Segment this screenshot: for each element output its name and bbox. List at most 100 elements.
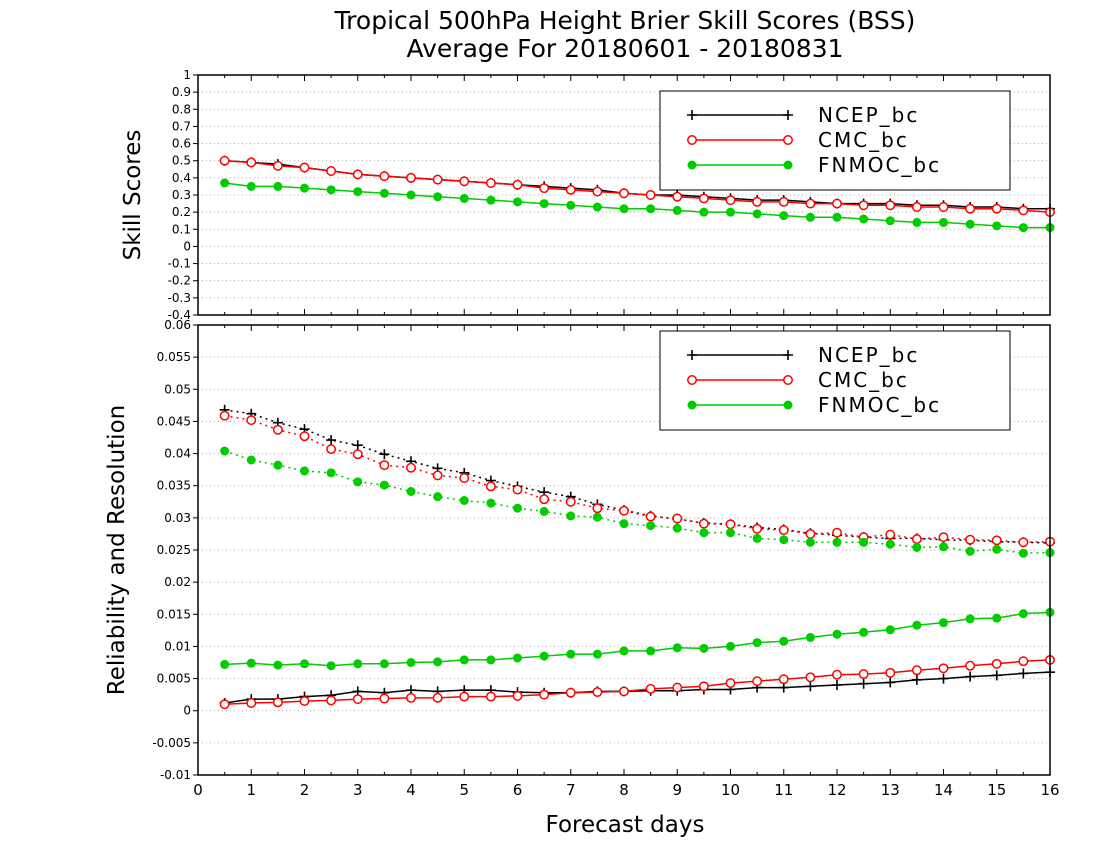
y-tick-label: 0.06	[164, 318, 191, 332]
data-point	[885, 677, 896, 688]
data-point	[300, 659, 309, 669]
bot-plot-frame	[197, 324, 1051, 776]
data-point	[646, 646, 656, 656]
y-tick-label: 0.7	[172, 119, 191, 133]
data-point	[326, 468, 336, 478]
y-tick-label: 0.045	[157, 414, 191, 428]
y-tick-label: -0.01	[160, 768, 191, 782]
data-point	[832, 198, 842, 209]
data-point	[1018, 205, 1029, 216]
y-tick-label: 0.2	[172, 205, 191, 219]
data-point	[326, 444, 337, 455]
data-point	[805, 632, 815, 642]
y-tick-label: 0.5	[172, 154, 191, 168]
data-point	[832, 680, 842, 690]
data-point	[246, 698, 257, 708]
data-point	[1018, 668, 1029, 679]
data-point	[832, 629, 842, 639]
data-point	[539, 689, 550, 700]
data-point	[406, 487, 416, 496]
legend-marker	[687, 350, 697, 360]
data-point	[779, 636, 789, 646]
data-point	[859, 627, 869, 637]
legend-label: CMC_bc	[818, 368, 909, 392]
data-point	[352, 694, 363, 705]
legend-marker	[687, 400, 697, 410]
data-point	[619, 519, 629, 529]
data-point	[938, 532, 949, 543]
data-point	[726, 641, 735, 651]
data-point	[752, 638, 762, 648]
data-point	[379, 693, 390, 704]
y-tick-label: 0.005	[157, 672, 191, 686]
data-point	[353, 187, 363, 197]
data-point	[459, 176, 470, 187]
series-fnmoc-bc	[220, 178, 1055, 233]
data-point	[911, 534, 922, 545]
data-point	[486, 498, 496, 508]
data-point	[246, 415, 257, 426]
data-point	[592, 186, 603, 197]
data-point	[938, 663, 949, 674]
data-point	[272, 697, 283, 708]
data-point	[406, 658, 416, 667]
data-point	[699, 207, 709, 217]
data-point	[406, 692, 416, 703]
data-point	[220, 659, 230, 669]
x-tick-label: 7	[566, 781, 576, 799]
data-point	[885, 216, 895, 226]
y-tick-label: -0.005	[152, 736, 191, 750]
data-point	[326, 185, 336, 195]
x-tick-label: 10	[721, 781, 740, 799]
reliability-resolution-panel: -0.01 -0.005 0 0.005 0.01 0.015 0.02 0.025 0.03 0…	[104, 318, 1060, 838]
data-point	[938, 202, 949, 212]
legend-item: NCEP_bc	[687, 343, 917, 367]
data-point	[299, 431, 310, 442]
data-point	[752, 523, 763, 534]
y-tick-label: 0.9	[172, 85, 191, 99]
data-point	[965, 546, 975, 556]
data-point	[911, 674, 922, 685]
x-tick-label: 13	[881, 781, 900, 799]
data-point	[858, 200, 869, 211]
x-tick-label: 1	[246, 781, 256, 799]
legend-item: NCEP_bc	[687, 103, 919, 127]
data-point	[672, 682, 683, 693]
data-point	[726, 528, 735, 538]
series-cmc-bc	[219, 410, 1055, 548]
data-point	[645, 683, 656, 694]
x-tick-label: 15	[987, 781, 1006, 799]
data-point	[512, 484, 523, 495]
data-point	[1018, 609, 1028, 619]
data-point	[1018, 537, 1029, 548]
data-point	[459, 193, 469, 203]
data-point	[619, 646, 629, 656]
data-point	[912, 217, 922, 227]
data-point	[965, 534, 976, 545]
data-point	[912, 620, 922, 630]
legend-label: CMC_bc	[818, 128, 909, 152]
data-point	[565, 184, 576, 195]
y-tick-label: 0.01	[164, 639, 191, 653]
data-point	[911, 202, 922, 212]
data-point	[326, 661, 336, 671]
series-unnamed-4	[219, 654, 1055, 710]
data-point	[486, 655, 496, 665]
data-point	[939, 217, 948, 227]
data-point	[459, 496, 469, 505]
legend-label: NCEP_bc	[818, 103, 919, 127]
x-tick-label: 4	[406, 781, 416, 799]
data-point	[273, 460, 283, 470]
data-point	[778, 682, 789, 693]
data-point	[379, 171, 390, 182]
data-point	[1018, 656, 1029, 667]
data-point	[991, 670, 1002, 681]
data-point	[805, 672, 816, 683]
y-tick-label: -0.3	[168, 291, 191, 305]
data-point	[566, 649, 576, 659]
legend-item: FNMOC_bc	[687, 393, 939, 417]
top-axes: -0.4 -0.3 -0.2 -0.1 0 0.1 0.2 0.3 0.4 0.5 0.6 0.7 0.…	[168, 68, 1051, 322]
top-series-group	[219, 155, 1055, 233]
data-point	[832, 527, 842, 538]
